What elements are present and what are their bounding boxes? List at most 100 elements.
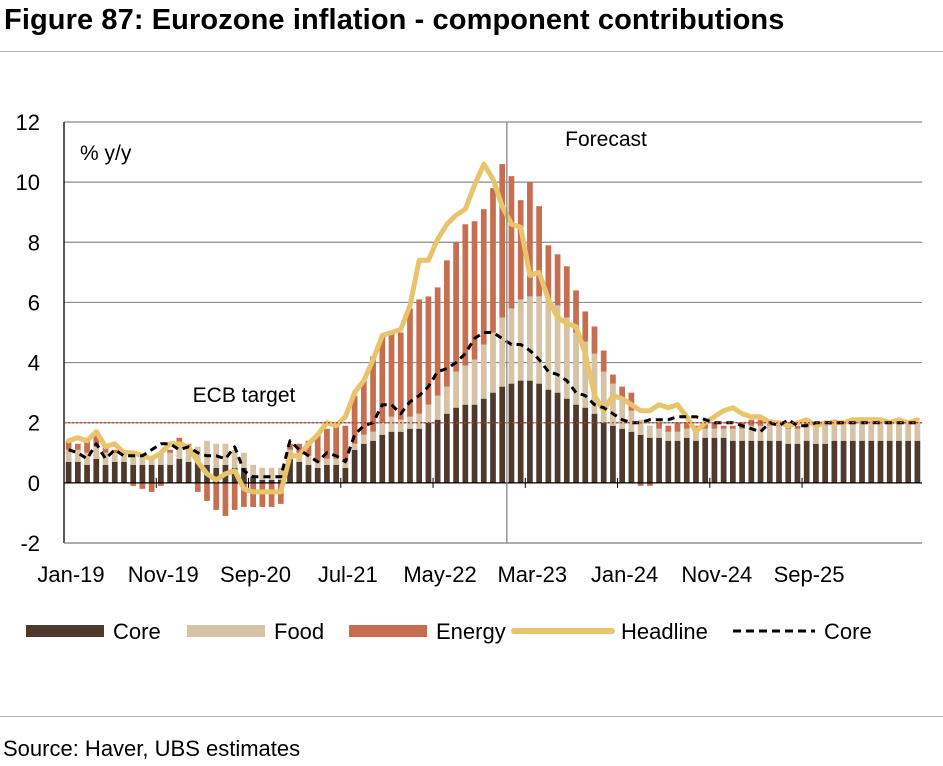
bar-core bbox=[388, 431, 395, 483]
bar-food bbox=[619, 398, 626, 429]
bar-energy bbox=[554, 254, 561, 306]
bar-energy bbox=[471, 221, 478, 360]
bar-energy bbox=[444, 260, 450, 387]
bar-energy bbox=[74, 443, 81, 450]
bar-food bbox=[342, 461, 349, 468]
bar-core bbox=[886, 440, 893, 483]
bar-food bbox=[527, 296, 533, 381]
x-tick-label: Mar-23 bbox=[497, 562, 567, 587]
bar-core bbox=[610, 425, 616, 483]
bar-food bbox=[536, 296, 542, 384]
bar-core bbox=[305, 464, 312, 483]
bar-food bbox=[785, 428, 792, 444]
bar-core bbox=[490, 392, 496, 483]
bar-energy bbox=[388, 332, 395, 417]
bar-food bbox=[277, 467, 284, 480]
x-tick-label: Jan-19 bbox=[37, 562, 104, 587]
bar-core bbox=[914, 440, 921, 483]
bar-core bbox=[407, 428, 413, 483]
bar-energy bbox=[139, 482, 146, 489]
y-tick-labels: -2 0 2 4 6 8 10 12 bbox=[16, 110, 40, 556]
y-tick-label: -2 bbox=[20, 531, 40, 556]
bar-energy bbox=[158, 482, 164, 486]
y-tick-label: 8 bbox=[28, 230, 40, 255]
bar-energy bbox=[573, 290, 579, 333]
bar-energy bbox=[527, 182, 533, 297]
bar-core bbox=[425, 422, 432, 483]
bar-energy bbox=[748, 419, 755, 426]
bar-core bbox=[554, 392, 561, 483]
bar-core bbox=[508, 383, 515, 483]
bar-food bbox=[886, 422, 893, 441]
bar-core bbox=[462, 404, 469, 483]
bar-food bbox=[610, 383, 616, 426]
legend-swatch-core bbox=[26, 625, 104, 637]
bar-core bbox=[896, 440, 902, 483]
bar-food bbox=[554, 305, 561, 393]
bar-core bbox=[277, 479, 284, 483]
bar-energy bbox=[268, 482, 275, 507]
bar-core bbox=[444, 413, 450, 483]
bar-food bbox=[665, 431, 672, 441]
legend-label: Core bbox=[824, 619, 872, 644]
bar-food bbox=[499, 317, 506, 387]
bar-energy bbox=[711, 422, 718, 429]
legend-swatch-food bbox=[187, 625, 265, 637]
bar-energy bbox=[370, 356, 376, 432]
bar-core bbox=[111, 461, 118, 483]
bar-core bbox=[794, 443, 801, 483]
bar-food bbox=[582, 341, 589, 408]
bar-food bbox=[831, 422, 838, 441]
bar-core bbox=[582, 407, 589, 483]
bar-food bbox=[849, 422, 856, 441]
unit-label: % y/y bbox=[80, 142, 132, 165]
bar-core bbox=[65, 461, 72, 483]
x-tick-label: Jan-24 bbox=[591, 562, 658, 587]
bar-food bbox=[914, 422, 921, 441]
bar-core bbox=[766, 440, 773, 483]
bar-food bbox=[840, 422, 847, 441]
bar-food bbox=[776, 425, 782, 441]
bar-core bbox=[471, 404, 478, 483]
bar-food bbox=[324, 458, 330, 465]
bar-core bbox=[139, 464, 146, 483]
bar-core bbox=[176, 458, 183, 483]
bar-core bbox=[351, 449, 358, 483]
bar-core bbox=[397, 431, 404, 483]
bar-food bbox=[379, 422, 386, 435]
bar-energy bbox=[204, 482, 210, 501]
bar-core bbox=[730, 440, 736, 483]
bar-energy bbox=[536, 206, 542, 297]
bar-food bbox=[74, 449, 81, 462]
bar-energy bbox=[194, 482, 201, 492]
bar-core bbox=[868, 440, 875, 483]
bar-energy bbox=[646, 482, 653, 486]
bar-food bbox=[250, 464, 256, 477]
x-tick-label: Nov-24 bbox=[681, 562, 752, 587]
bar-energy bbox=[628, 392, 635, 411]
bar-energy bbox=[545, 245, 552, 300]
bar-food bbox=[453, 371, 459, 408]
bar-food bbox=[683, 428, 690, 438]
source-note: Source: Haver, UBS estimates bbox=[3, 736, 301, 761]
bar-core bbox=[840, 440, 847, 483]
bar-energy bbox=[416, 299, 423, 414]
bar-core bbox=[287, 458, 293, 483]
bar-food bbox=[111, 452, 118, 462]
bar-energy bbox=[656, 422, 662, 429]
bar-core bbox=[416, 428, 423, 483]
bar-energy bbox=[490, 188, 496, 333]
bar-core bbox=[333, 464, 340, 483]
x-tick-label: May-22 bbox=[403, 562, 476, 587]
bar-core bbox=[434, 419, 441, 483]
bar-energy bbox=[213, 482, 220, 510]
y-tick-label: 6 bbox=[28, 290, 40, 315]
bar-core bbox=[324, 464, 330, 483]
bar-energy bbox=[600, 350, 607, 372]
bar-core bbox=[757, 440, 764, 483]
bar-energy bbox=[287, 443, 293, 450]
bar-food bbox=[480, 344, 487, 399]
y-tick-label: 10 bbox=[16, 170, 40, 195]
legend-label: Energy bbox=[436, 619, 506, 644]
bar-food bbox=[139, 455, 146, 465]
